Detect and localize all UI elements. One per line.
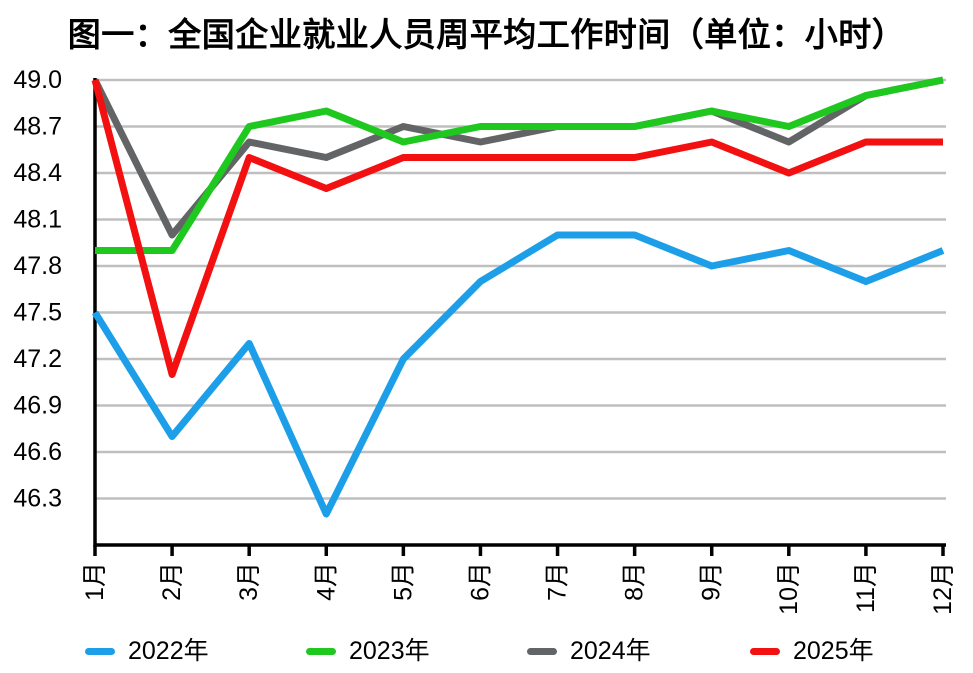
- y-tick-label: 47.8: [13, 252, 62, 280]
- y-tick-label: 47.2: [13, 345, 62, 373]
- x-tick-label: 2月: [158, 562, 186, 601]
- legend-item-2023年: 2023年: [306, 636, 430, 666]
- chart-title: 图一：全国企业就业人员周平均工作时间（单位：小时）: [67, 18, 906, 54]
- series-line-2023年: [95, 76, 944, 254]
- legend-item-2025年: 2025年: [750, 636, 874, 666]
- legend: 2022年 2023年 2024年 2025年: [0, 636, 973, 666]
- legend-label: 2024年: [570, 636, 651, 665]
- y-tick-label: 46.6: [13, 438, 62, 466]
- series-line-2025年: [91, 79, 943, 378]
- legend-swatch-icon: [527, 647, 557, 655]
- legend-label: 2025年: [793, 636, 874, 665]
- x-tick-label: 4月: [312, 562, 340, 601]
- x-tick-label: 3月: [235, 562, 263, 601]
- x-tick-label: 9月: [698, 562, 726, 601]
- x-tick-label: 6月: [466, 562, 494, 601]
- legend-item-2022年: 2022年: [85, 636, 209, 666]
- x-tick-label: 8月: [621, 562, 649, 601]
- x-tick-label: 5月: [389, 562, 417, 601]
- series-line-2022年: [92, 231, 945, 518]
- y-tick-label: 48.7: [13, 113, 62, 141]
- legend-label: 2022年: [128, 636, 209, 665]
- legend-swatch-icon: [306, 647, 336, 655]
- legend-swatch-icon: [85, 647, 115, 655]
- y-tick-label: 48.1: [13, 206, 62, 234]
- y-tick-label: 49.0: [13, 66, 62, 94]
- x-tick-label: 7月: [544, 562, 572, 601]
- legend-label: 2023年: [349, 636, 430, 665]
- y-tick-label: 46.9: [13, 392, 62, 420]
- y-tick-label: 46.3: [13, 485, 62, 513]
- x-tick-label: 11月: [852, 562, 880, 613]
- series-line-2024年: [91, 76, 944, 239]
- x-tick-label: 1月: [81, 562, 109, 601]
- x-tick-label: 12月: [929, 562, 957, 615]
- y-tick-label: 47.5: [13, 299, 62, 327]
- x-tick-label: 10月: [775, 562, 803, 615]
- legend-swatch-icon: [750, 647, 780, 655]
- y-tick-label: 48.4: [13, 159, 62, 187]
- legend-item-2024年: 2024年: [527, 636, 651, 666]
